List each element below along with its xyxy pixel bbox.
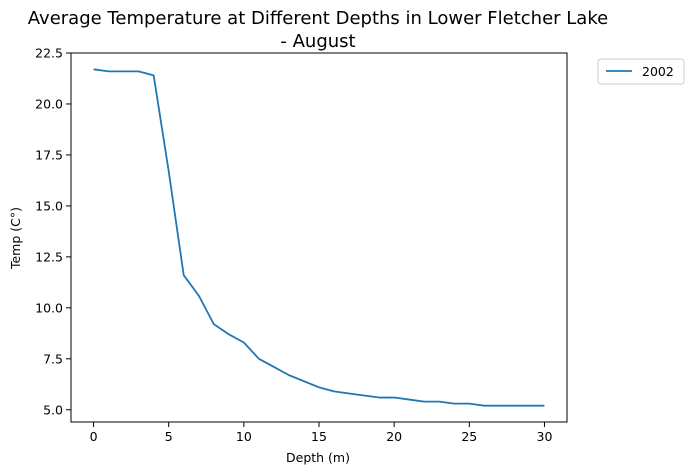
- y-tick-label: 5.0: [43, 402, 63, 417]
- x-tick-label: 5: [165, 429, 173, 444]
- y-axis-label: Temp (C°): [8, 207, 23, 270]
- x-tick-label: 10: [236, 429, 252, 444]
- y-tick-label: 17.5: [35, 147, 63, 162]
- x-tick-label: 0: [90, 429, 98, 444]
- chart-title-line2: - August: [280, 31, 355, 52]
- y-tick-label: 20.0: [35, 96, 63, 111]
- x-tick-label: 30: [537, 429, 553, 444]
- y-tick-label: 12.5: [35, 249, 63, 264]
- legend-frame: [597, 58, 685, 85]
- x-axis-ticks: 0 5 10 15 20 25 30: [90, 422, 553, 444]
- series-line-2002: [93, 68, 545, 407]
- y-tick-label: 22.5: [35, 46, 63, 61]
- x-tick-label: 20: [386, 429, 402, 444]
- plot-frame: [70, 52, 568, 423]
- y-tick-label: 10.0: [35, 300, 63, 315]
- x-axis-label: Depth (m): [286, 450, 350, 465]
- legend-label-2002: 2002: [642, 64, 674, 79]
- y-tick-label: 15.0: [35, 198, 63, 213]
- chart-title-line1: Average Temperature at Different Depths …: [28, 8, 608, 29]
- series-layer: [93, 68, 545, 407]
- x-tick-label: 25: [461, 429, 477, 444]
- x-tick-label: 15: [311, 429, 327, 444]
- legend: 2002: [597, 58, 685, 85]
- y-tick-label: 7.5: [43, 351, 63, 366]
- y-axis-ticks: 5.0 7.5 10.0 12.5 15.0 17.5 20.0 22.5: [35, 46, 71, 417]
